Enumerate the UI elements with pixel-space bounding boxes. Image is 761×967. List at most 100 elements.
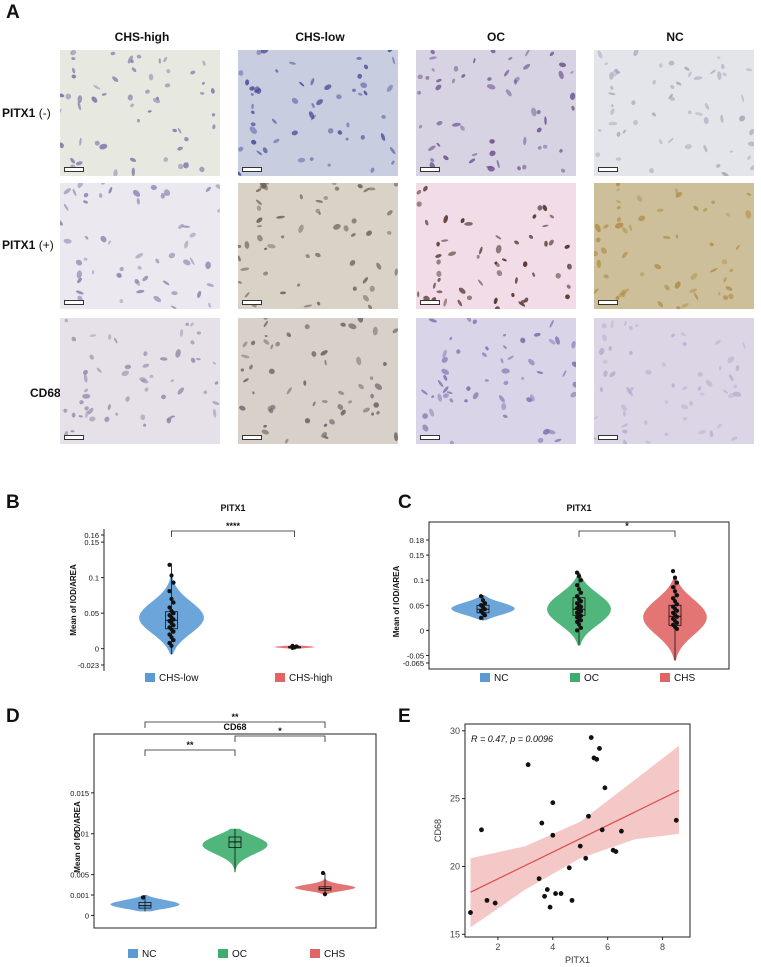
cell-nucleus	[416, 201, 422, 207]
cell-nucleus	[471, 153, 478, 157]
cell-nucleus	[171, 291, 178, 296]
cell-nucleus	[369, 285, 375, 292]
micrograph-tile	[238, 50, 398, 176]
cell-nucleus	[745, 210, 752, 219]
cell-nucleus	[602, 359, 608, 364]
cell-nucleus	[256, 205, 262, 211]
cell-nucleus	[309, 157, 314, 161]
data-point	[140, 895, 146, 900]
data-point	[613, 849, 619, 854]
cell-nucleus	[83, 200, 88, 204]
cell-nucleus	[595, 237, 601, 243]
cell-nucleus	[71, 57, 76, 61]
data-point	[583, 855, 589, 861]
cell-nucleus	[537, 146, 542, 150]
cell-nucleus	[599, 387, 603, 392]
cell-nucleus	[594, 250, 598, 257]
cell-nucleus	[528, 358, 535, 366]
data-point	[670, 585, 676, 590]
cell-nucleus	[424, 219, 429, 226]
cell-nucleus	[252, 391, 255, 395]
cell-nucleus	[594, 416, 599, 421]
micrograph-tile	[238, 183, 398, 309]
cell-nucleus	[610, 108, 615, 116]
cell-nucleus	[690, 273, 698, 280]
cell-nucleus	[693, 76, 703, 81]
cell-nucleus	[718, 291, 721, 296]
cell-nucleus	[170, 305, 177, 309]
cell-nucleus	[459, 125, 465, 131]
cell-nucleus	[699, 392, 705, 396]
cell-nucleus	[189, 232, 196, 238]
data-point	[577, 843, 583, 849]
cell-nucleus	[494, 261, 498, 265]
cell-nucleus	[631, 100, 636, 106]
data-point	[322, 892, 328, 897]
cell-nucleus	[741, 94, 745, 103]
cell-nucleus	[428, 56, 437, 60]
cell-nucleus	[472, 392, 479, 400]
cell-nucleus	[532, 272, 536, 277]
cell-nucleus	[622, 129, 626, 134]
cell-nucleus	[717, 423, 722, 429]
cell-nucleus	[639, 272, 645, 277]
cell-nucleus	[422, 413, 428, 419]
cell-nucleus	[324, 84, 332, 91]
cell-nucleus	[382, 362, 387, 366]
cell-nucleus	[271, 118, 277, 124]
cell-nucleus	[263, 271, 269, 276]
cell-nucleus	[749, 128, 754, 136]
cell-nucleus	[304, 417, 311, 424]
data-point	[171, 617, 176, 622]
cell-nucleus	[190, 340, 195, 345]
cell-nucleus	[84, 235, 89, 240]
cell-nucleus	[466, 295, 473, 301]
cell-nucleus	[150, 184, 157, 191]
micrograph-texture	[239, 318, 398, 444]
cell-nucleus	[113, 337, 118, 344]
row-header-pitx1-positive: PITX1 (+)	[2, 238, 54, 252]
cell-nucleus	[715, 339, 721, 345]
cell-nucleus	[315, 252, 321, 258]
cell-nucleus	[664, 284, 670, 291]
cell-nucleus	[273, 138, 280, 144]
cell-nucleus	[161, 394, 166, 400]
cell-nucleus	[629, 350, 633, 355]
cell-nucleus	[697, 386, 702, 391]
cell-nucleus	[437, 393, 443, 402]
data-point	[171, 623, 176, 628]
y-tick-label: 0.05	[409, 601, 424, 610]
cell-nucleus	[435, 84, 442, 91]
cell-nucleus	[723, 389, 728, 394]
y-tick-label: 0.15	[84, 538, 99, 547]
violin-chart-d: CD68 Mean of IOD/AREA 0 0.001 0.005 0.01 0.015…	[70, 712, 377, 960]
chart-title: CD68	[223, 722, 246, 732]
cell-nucleus	[598, 129, 602, 132]
cell-nucleus	[337, 130, 343, 135]
cell-nucleus	[595, 223, 601, 233]
x-tick-label: 6	[605, 942, 610, 952]
y-tick-label: -0.023	[78, 661, 99, 670]
x-axis-label: PITX1	[565, 955, 590, 965]
cell-nucleus	[363, 64, 369, 70]
cell-nucleus	[616, 200, 621, 204]
cell-nucleus	[715, 163, 721, 168]
cell-nucleus	[175, 349, 181, 358]
cell-nucleus	[199, 166, 205, 173]
cell-nucleus	[501, 403, 507, 411]
cell-nucleus	[544, 116, 547, 125]
cell-nucleus	[249, 86, 255, 91]
cell-nucleus	[177, 163, 184, 170]
cell-nucleus	[244, 292, 250, 298]
cell-nucleus	[392, 328, 398, 334]
cell-nucleus	[630, 387, 634, 391]
cell-nucleus	[212, 401, 220, 405]
cell-nucleus	[256, 50, 263, 56]
cell-nucleus	[60, 142, 64, 149]
cell-nucleus	[351, 218, 357, 224]
cell-nucleus	[558, 70, 564, 80]
cell-nucleus	[183, 259, 191, 266]
data-point	[167, 562, 172, 567]
cell-nucleus	[264, 183, 269, 185]
data-point	[169, 643, 174, 648]
